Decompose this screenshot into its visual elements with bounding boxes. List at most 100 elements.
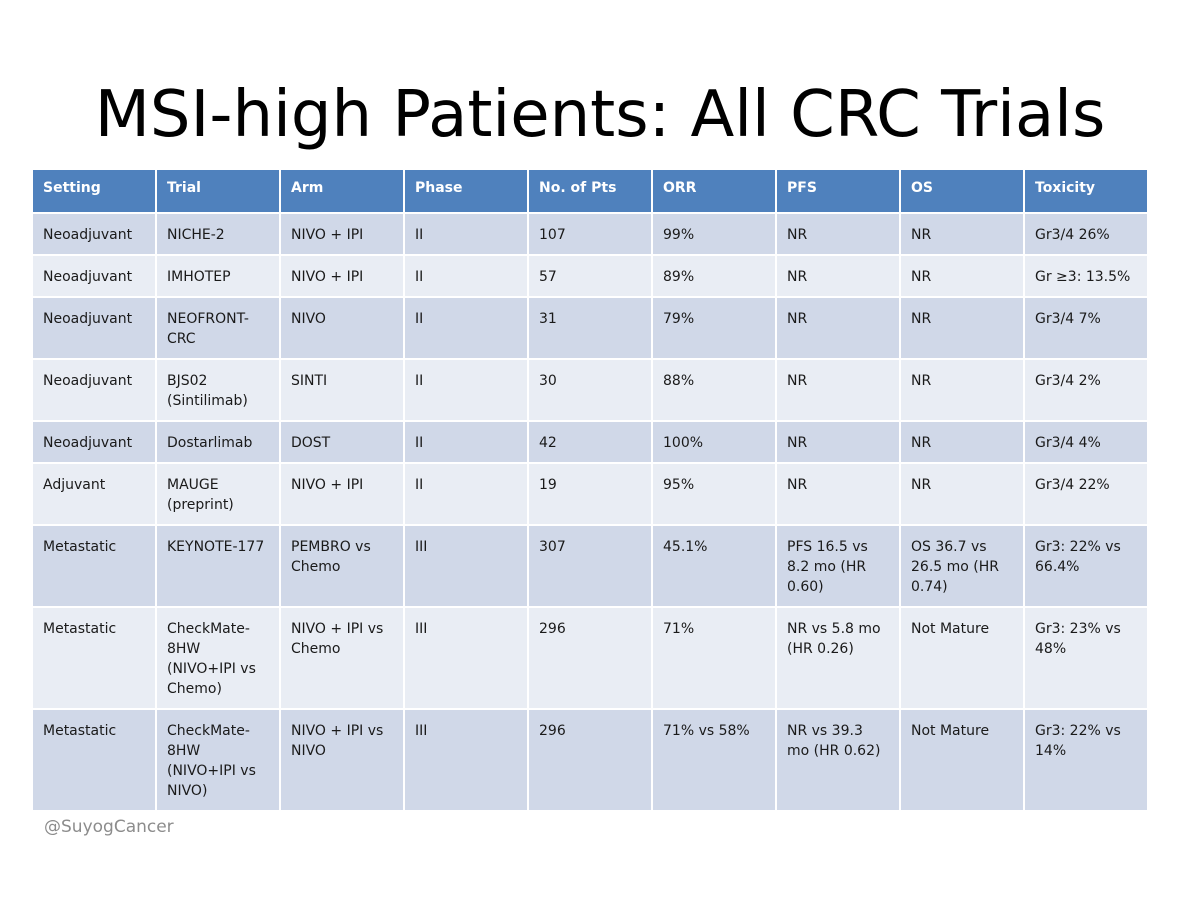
cell-setting: Metastatic bbox=[31, 708, 157, 812]
cell-setting: Neoadjuvant bbox=[31, 212, 157, 256]
header-orr: ORR bbox=[651, 168, 777, 214]
cell-os: NR bbox=[899, 296, 1025, 360]
cell-no-of-pts: 30 bbox=[527, 358, 653, 422]
cell-toxicity: Gr3/4 4% bbox=[1023, 420, 1149, 464]
cell-toxicity: Gr3/4 2% bbox=[1023, 358, 1149, 422]
header-setting: Setting bbox=[31, 168, 157, 214]
cell-orr: 95% bbox=[651, 462, 777, 526]
table-row: Neoadjuvant IMHOTEP NIVO + IPI II 57 89%… bbox=[31, 254, 1149, 298]
cell-pfs: NR bbox=[775, 212, 901, 256]
cell-os: NR bbox=[899, 420, 1025, 464]
cell-setting: Neoadjuvant bbox=[31, 358, 157, 422]
table-row: Neoadjuvant BJS02 (Sintilimab) SINTI II … bbox=[31, 358, 1149, 422]
cell-arm: SINTI bbox=[279, 358, 405, 422]
cell-pfs: NR vs 39.3 mo (HR 0.62) bbox=[775, 708, 901, 812]
cell-orr: 88% bbox=[651, 358, 777, 422]
header-pfs: PFS bbox=[775, 168, 901, 214]
cell-os: NR bbox=[899, 212, 1025, 256]
cell-arm: NIVO bbox=[279, 296, 405, 360]
cell-setting: Metastatic bbox=[31, 524, 157, 608]
cell-pfs: NR bbox=[775, 420, 901, 464]
cell-arm: NIVO + IPI bbox=[279, 212, 405, 256]
cell-os: Not Mature bbox=[899, 606, 1025, 710]
cell-pfs: NR bbox=[775, 254, 901, 298]
cell-no-of-pts: 31 bbox=[527, 296, 653, 360]
table-row: Metastatic CheckMate-8HW (NIVO+IPI vs Ch… bbox=[31, 606, 1149, 710]
footer-handle: @SuyogCancer bbox=[44, 817, 174, 837]
cell-pfs: NR bbox=[775, 296, 901, 360]
cell-setting: Neoadjuvant bbox=[31, 296, 157, 360]
cell-pfs: PFS 16.5 vs 8.2 mo (HR 0.60) bbox=[775, 524, 901, 608]
cell-no-of-pts: 107 bbox=[527, 212, 653, 256]
cell-no-of-pts: 19 bbox=[527, 462, 653, 526]
cell-trial: IMHOTEP bbox=[155, 254, 281, 298]
table-row: Metastatic KEYNOTE-177 PEMBRO vs Chemo I… bbox=[31, 524, 1149, 608]
cell-toxicity: Gr3: 22% vs 66.4% bbox=[1023, 524, 1149, 608]
trials-table: Setting Trial Arm Phase No. of Pts ORR P… bbox=[31, 168, 1149, 812]
cell-os: NR bbox=[899, 254, 1025, 298]
cell-setting: Metastatic bbox=[31, 606, 157, 710]
cell-arm: NIVO + IPI bbox=[279, 462, 405, 526]
cell-toxicity: Gr3/4 7% bbox=[1023, 296, 1149, 360]
cell-trial: CheckMate-8HW (NIVO+IPI vs Chemo) bbox=[155, 606, 281, 710]
cell-phase: II bbox=[403, 358, 529, 422]
cell-trial: Dostarlimab bbox=[155, 420, 281, 464]
cell-setting: Neoadjuvant bbox=[31, 254, 157, 298]
cell-setting: Adjuvant bbox=[31, 462, 157, 526]
table-row: Metastatic CheckMate-8HW (NIVO+IPI vs NI… bbox=[31, 708, 1149, 812]
cell-phase: III bbox=[403, 524, 529, 608]
header-toxicity: Toxicity bbox=[1023, 168, 1149, 214]
cell-trial: BJS02 (Sintilimab) bbox=[155, 358, 281, 422]
cell-trial: CheckMate-8HW (NIVO+IPI vs NIVO) bbox=[155, 708, 281, 812]
cell-phase: II bbox=[403, 462, 529, 526]
cell-orr: 71% bbox=[651, 606, 777, 710]
cell-os: Not Mature bbox=[899, 708, 1025, 812]
cell-pfs: NR bbox=[775, 358, 901, 422]
cell-no-of-pts: 57 bbox=[527, 254, 653, 298]
cell-phase: II bbox=[403, 254, 529, 298]
header-arm: Arm bbox=[279, 168, 405, 214]
cell-no-of-pts: 42 bbox=[527, 420, 653, 464]
cell-orr: 45.1% bbox=[651, 524, 777, 608]
cell-arm: DOST bbox=[279, 420, 405, 464]
cell-no-of-pts: 307 bbox=[527, 524, 653, 608]
cell-trial: NICHE-2 bbox=[155, 212, 281, 256]
cell-arm: NIVO + IPI vs Chemo bbox=[279, 606, 405, 710]
cell-trial: MAUGE (preprint) bbox=[155, 462, 281, 526]
cell-arm: NIVO + IPI vs NIVO bbox=[279, 708, 405, 812]
cell-orr: 71% vs 58% bbox=[651, 708, 777, 812]
cell-os: OS 36.7 vs 26.5 mo (HR 0.74) bbox=[899, 524, 1025, 608]
cell-toxicity: Gr3: 22% vs 14% bbox=[1023, 708, 1149, 812]
table-header-row: Setting Trial Arm Phase No. of Pts ORR P… bbox=[31, 168, 1149, 214]
cell-no-of-pts: 296 bbox=[527, 606, 653, 710]
cell-os: NR bbox=[899, 358, 1025, 422]
cell-phase: III bbox=[403, 708, 529, 812]
header-phase: Phase bbox=[403, 168, 529, 214]
table-row: Adjuvant MAUGE (preprint) NIVO + IPI II … bbox=[31, 462, 1149, 526]
cell-phase: II bbox=[403, 212, 529, 256]
header-no-of-pts: No. of Pts bbox=[527, 168, 653, 214]
cell-arm: NIVO + IPI bbox=[279, 254, 405, 298]
cell-pfs: NR vs 5.8 mo (HR 0.26) bbox=[775, 606, 901, 710]
table-row: Neoadjuvant NICHE-2 NIVO + IPI II 107 99… bbox=[31, 212, 1149, 256]
cell-orr: 99% bbox=[651, 212, 777, 256]
cell-no-of-pts: 296 bbox=[527, 708, 653, 812]
cell-pfs: NR bbox=[775, 462, 901, 526]
cell-toxicity: Gr3/4 26% bbox=[1023, 212, 1149, 256]
cell-orr: 89% bbox=[651, 254, 777, 298]
cell-os: NR bbox=[899, 462, 1025, 526]
cell-phase: II bbox=[403, 296, 529, 360]
cell-phase: II bbox=[403, 420, 529, 464]
cell-arm: PEMBRO vs Chemo bbox=[279, 524, 405, 608]
cell-toxicity: Gr3: 23% vs 48% bbox=[1023, 606, 1149, 710]
cell-orr: 79% bbox=[651, 296, 777, 360]
cell-trial: NEOFRONT-CRC bbox=[155, 296, 281, 360]
header-os: OS bbox=[899, 168, 1025, 214]
cell-setting: Neoadjuvant bbox=[31, 420, 157, 464]
cell-toxicity: Gr ≥3: 13.5% bbox=[1023, 254, 1149, 298]
cell-orr: 100% bbox=[651, 420, 777, 464]
table-row: Neoadjuvant NEOFRONT-CRC NIVO II 31 79% … bbox=[31, 296, 1149, 360]
table-row: Neoadjuvant Dostarlimab DOST II 42 100% … bbox=[31, 420, 1149, 464]
cell-toxicity: Gr3/4 22% bbox=[1023, 462, 1149, 526]
header-trial: Trial bbox=[155, 168, 281, 214]
